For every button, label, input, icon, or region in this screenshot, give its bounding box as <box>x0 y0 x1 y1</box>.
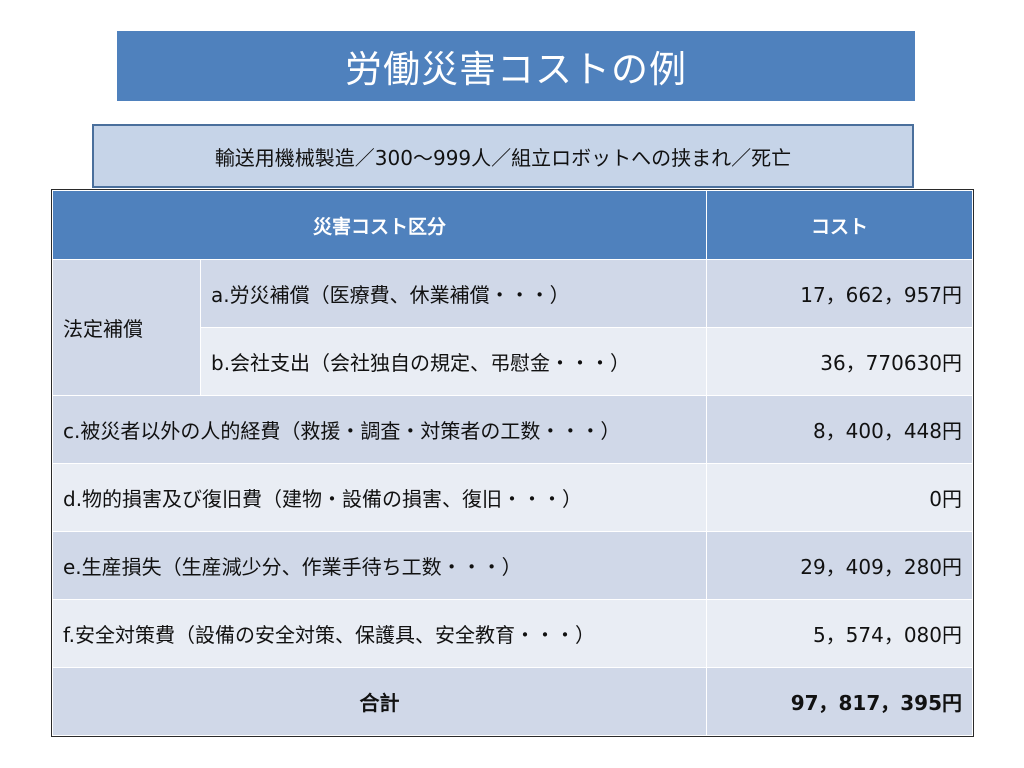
row-cost: 0円 <box>706 463 974 532</box>
row-cost: 36，770630円 <box>706 327 974 396</box>
legal-compensation-group: 法定補償 <box>52 259 201 396</box>
row-label: d.物的損害及び復旧費（建物・設備の損害、復旧・・・） <box>51 463 708 532</box>
table-row: f.安全対策費（設備の安全対策、保護具、安全教育・・・） 5，574，080円 <box>51 599 974 668</box>
row-label: c.被災者以外の人的経費（救援・調査・対策者の工数・・・） <box>51 395 708 464</box>
table-row: 法定補償 a.労災補償（医療費、休業補償・・・） 17，662，957円 <box>52 259 974 396</box>
row-cost: 29，409，280円 <box>706 531 974 600</box>
page-title: 労働災害コストの例 <box>117 31 915 101</box>
row-cost: 17，662，957円 <box>706 259 974 328</box>
row-label: b.会社支出（会社独自の規定、弔慰金・・・） <box>199 327 708 396</box>
table-row: e.生産損失（生産減少分、作業手待ち工数・・・） 29，409，280円 <box>51 531 974 600</box>
row-label: a.労災補償（医療費、休業補償・・・） <box>199 259 708 328</box>
row-cost: 5，574，080円 <box>706 599 974 668</box>
cost-table: 災害コスト区分 コスト 法定補償 a.労災補償（医療費、休業補償・・・） 17，… <box>50 189 975 737</box>
table-row: d.物的損害及び復旧費（建物・設備の損害、復旧・・・） 0円 <box>51 463 974 532</box>
table-header-row: 災害コスト区分 コスト <box>51 190 974 260</box>
total-cost: 97，817，395円 <box>706 667 974 736</box>
table-row: c.被災者以外の人的経費（救援・調査・対策者の工数・・・） 8，400，448円 <box>51 395 974 464</box>
total-label: 合計 <box>51 667 708 736</box>
case-description-text: 輸送用機械製造／300～999人／組立ロボットへの挟まれ／死亡 <box>214 145 792 170</box>
row-cost: 8，400，448円 <box>706 395 974 464</box>
row-label: e.生産損失（生産減少分、作業手待ち工数・・・） <box>51 531 708 600</box>
header-category: 災害コスト区分 <box>51 190 708 260</box>
table-row: b.会社支出（会社独自の規定、弔慰金・・・） 36，770630円 <box>53 327 974 396</box>
total-row: 合計 97，817，395円 <box>51 667 974 736</box>
case-description: 輸送用機械製造／300～999人／組立ロボットへの挟まれ／死亡 <box>92 124 914 188</box>
header-cost: コスト <box>706 190 974 260</box>
row-label: f.安全対策費（設備の安全対策、保護具、安全教育・・・） <box>51 599 708 668</box>
page-title-text: 労働災害コストの例 <box>345 48 687 91</box>
